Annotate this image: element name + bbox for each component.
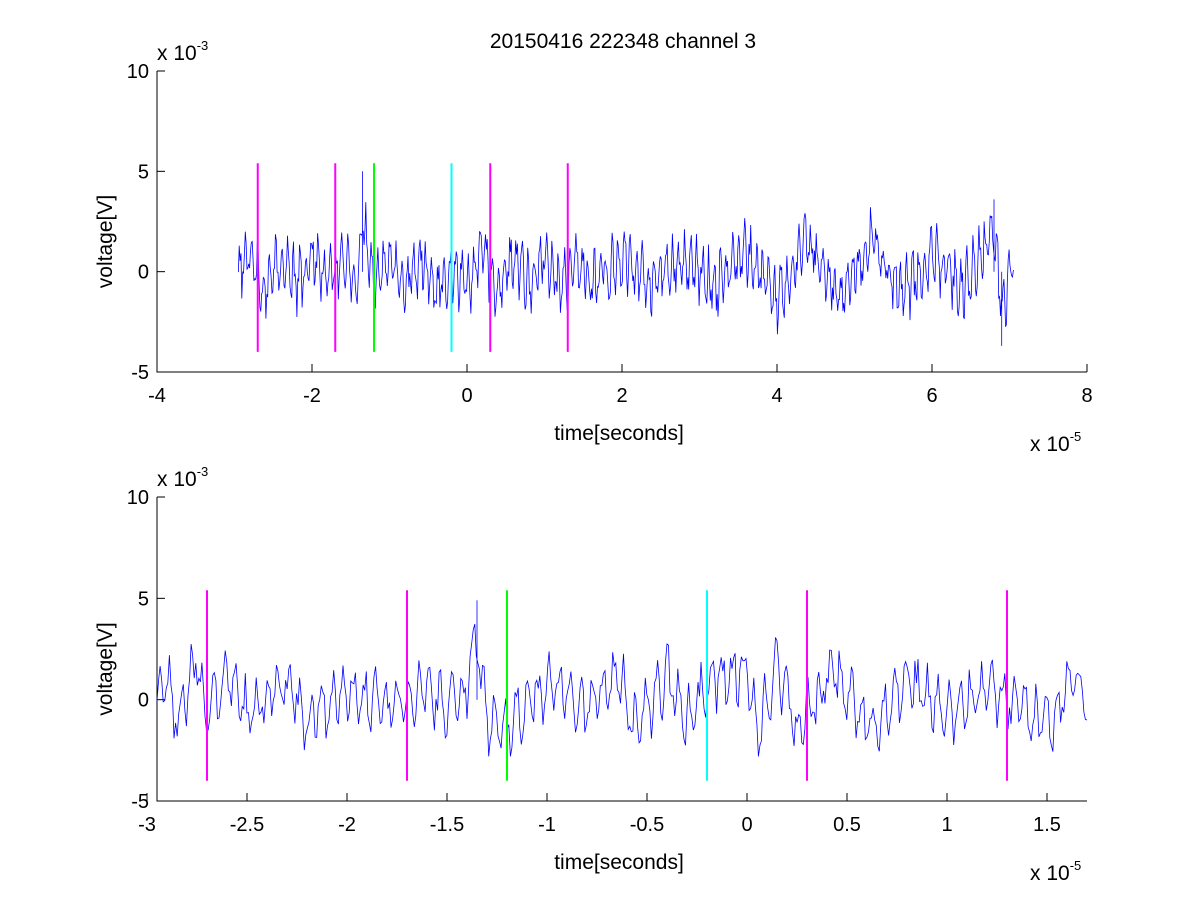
x-tick-label: 0.5 [833, 814, 861, 836]
x-tick-label: -1.5 [430, 814, 464, 836]
axis-lines [156, 71, 1087, 373]
x-tick-label: -2 [303, 385, 321, 407]
x-tick-label: 0 [461, 385, 472, 407]
y-exponent-base: x 10 [157, 468, 197, 491]
x-exponent-label: x 10-5 [1030, 429, 1081, 456]
x-tick-label: -0.5 [630, 814, 664, 836]
x-tick-label: -4 [148, 385, 166, 407]
signal-trace [238, 171, 1014, 346]
x-exponent-base: x 10 [1030, 433, 1070, 456]
x-axis-label: time[seconds] [554, 422, 684, 445]
x-tick-label: 0 [741, 814, 752, 836]
y-tick-label: 5 [138, 588, 149, 610]
y-axis-label: voltage[V] [94, 622, 117, 715]
y-exponent-label: x 10-3 [157, 464, 208, 491]
x-exponent-label: x 10-5 [1030, 858, 1081, 885]
chart-title: 20150416 222348 channel 3 [490, 30, 756, 53]
x-tick-label: 1.5 [1033, 814, 1061, 836]
x-tick-label: 4 [771, 385, 782, 407]
x-exponent-value: -5 [1070, 858, 1082, 873]
y-exponent-value: -3 [197, 464, 209, 479]
x-tick-label: -1 [538, 814, 556, 836]
signal-trace [156, 600, 1088, 757]
x-axis-label: time[seconds] [554, 851, 684, 874]
axis-lines [156, 497, 1087, 802]
y-tick-label: -5 [131, 362, 149, 384]
y-exponent-base: x 10 [157, 42, 197, 65]
x-tick-label: 6 [926, 385, 937, 407]
y-exponent-value: -3 [197, 38, 209, 53]
y-tick-label: 0 [138, 262, 149, 284]
x-tick-label: -2.5 [230, 814, 264, 836]
x-exponent-value: -5 [1070, 429, 1082, 444]
y-tick-label: 10 [127, 487, 149, 509]
y-tick-label: -5 [131, 791, 149, 813]
x-tick-label: -2 [338, 814, 356, 836]
y-tick-label: 10 [127, 61, 149, 83]
y-axis-label: voltage[V] [94, 195, 117, 288]
x-exponent-base: x 10 [1030, 862, 1070, 885]
x-tick-label: 8 [1081, 385, 1092, 407]
y-tick-label: 5 [138, 161, 149, 183]
x-tick-label: 1 [941, 814, 952, 836]
x-tick-label: -3 [138, 814, 156, 836]
y-exponent-label: x 10-3 [157, 38, 208, 65]
y-tick-label: 0 [138, 690, 149, 712]
x-tick-label: 2 [616, 385, 627, 407]
